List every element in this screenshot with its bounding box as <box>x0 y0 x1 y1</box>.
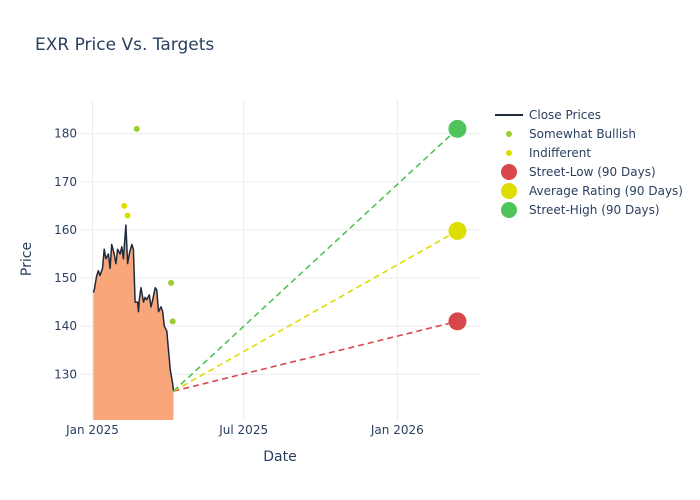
street-low-marker <box>448 312 467 331</box>
legend-label: Somewhat Bullish <box>529 127 636 141</box>
y-tick-label: 150 <box>54 271 77 285</box>
indifferent-point <box>121 202 128 209</box>
legend: Close Prices Somewhat Bullish Indifferent S… <box>495 108 683 218</box>
y-axis-title: Price <box>19 242 35 276</box>
y-tick-label: 130 <box>54 367 77 381</box>
close-price-line <box>92 224 175 392</box>
x-axis-ticks: Jan 2025 Jul 2025 Jan 2026 <box>65 423 424 437</box>
street-low-target-line <box>173 320 458 392</box>
y-axis-ticks: 130 140 150 160 170 180 <box>54 127 77 382</box>
legend-dot-swatch <box>506 131 512 137</box>
legend-label: Average Rating (90 Days) <box>529 184 683 198</box>
legend-dot-swatch <box>506 150 512 156</box>
chart-title: EXR Price Vs. Targets <box>35 35 214 55</box>
x-tick-label: Jul 2025 <box>218 423 268 437</box>
legend-label: Close Prices <box>529 108 601 122</box>
legend-marker-swatch <box>501 183 517 199</box>
somewhat-bullish-point <box>169 318 176 325</box>
close-price-area <box>93 225 174 420</box>
x-axis-title: Date <box>263 449 296 465</box>
legend-marker-swatch <box>501 202 517 218</box>
street-high-target-line <box>172 128 458 392</box>
plot-area <box>92 119 467 420</box>
legend-label: Street-High (90 Days) <box>529 203 660 217</box>
x-tick-label: Jan 2026 <box>370 423 424 437</box>
average-rating-target-line <box>173 230 458 392</box>
average-rating-marker <box>448 221 467 240</box>
legend-label: Street-Low (90 Days) <box>529 165 656 179</box>
y-tick-label: 180 <box>54 127 77 141</box>
legend-label: Indifferent <box>529 146 591 160</box>
legend-marker-swatch <box>501 164 517 180</box>
y-tick-label: 160 <box>54 223 77 237</box>
indifferent-point <box>124 212 131 219</box>
somewhat-bullish-point <box>133 125 140 132</box>
x-tick-label: Jan 2025 <box>65 423 119 437</box>
y-tick-label: 140 <box>54 319 77 333</box>
somewhat-bullish-point <box>168 279 175 286</box>
street-high-marker <box>448 119 467 138</box>
y-tick-label: 170 <box>54 175 77 189</box>
